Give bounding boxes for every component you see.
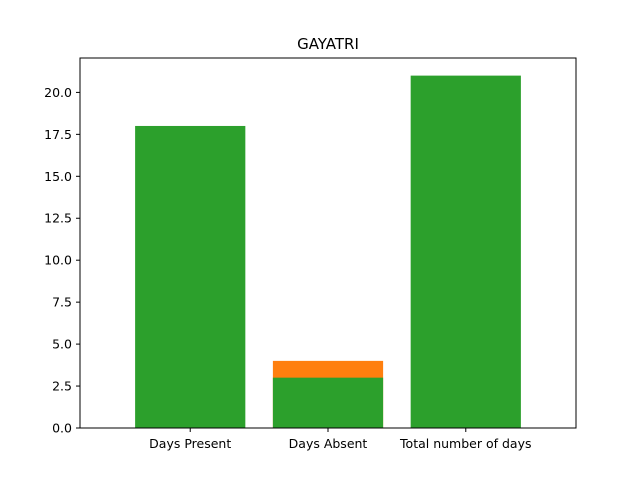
x-axis: Days Present Days Absent Total number of d… (149, 428, 532, 451)
bar-2-3 (410, 75, 521, 428)
bar-2-1 (135, 125, 246, 429)
x-tick-label: Days Absent (289, 436, 368, 451)
bar-2-2 (272, 377, 384, 428)
y-tick-label: 15.0 (44, 169, 72, 184)
y-tick-label: 2.5 (52, 379, 72, 394)
bars-group (135, 75, 521, 429)
y-tick-label: 7.5 (52, 295, 72, 310)
y-tick-label: 0.0 (52, 421, 72, 436)
y-tick-label: 20.0 (44, 85, 72, 100)
y-tick-label: 17.5 (44, 127, 72, 142)
plot-frame (79, 57, 577, 429)
x-tick-label: Days Present (149, 436, 231, 451)
chart-title: GAYATRI (297, 35, 359, 53)
y-tick-label: 10.0 (44, 253, 72, 268)
y-tick-label: 12.5 (44, 211, 72, 226)
x-tick-label: Total number of days (399, 436, 531, 451)
y-axis: 0.0 2.5 5.0 7.5 10.0 12.5 15.0 17.5 20.0 (44, 85, 80, 436)
y-tick-label: 5.0 (52, 337, 72, 352)
